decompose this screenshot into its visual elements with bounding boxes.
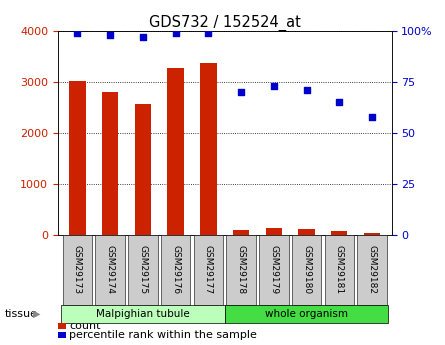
Bar xyxy=(298,229,315,235)
Point xyxy=(238,89,245,95)
Point xyxy=(107,32,114,38)
Point xyxy=(270,83,277,89)
Bar xyxy=(233,229,249,235)
Text: GSM29178: GSM29178 xyxy=(237,245,246,295)
Text: GSM29179: GSM29179 xyxy=(269,245,278,295)
Bar xyxy=(266,228,282,235)
Bar xyxy=(331,231,348,235)
Text: count: count xyxy=(69,322,101,331)
Point xyxy=(172,30,179,36)
Text: whole organism: whole organism xyxy=(265,309,348,319)
Text: GSM29173: GSM29173 xyxy=(73,245,82,295)
Point xyxy=(336,99,343,105)
Bar xyxy=(102,92,118,235)
Title: GDS732 / 152524_at: GDS732 / 152524_at xyxy=(149,15,301,31)
Point xyxy=(139,34,146,40)
Point xyxy=(205,30,212,36)
Text: GSM29182: GSM29182 xyxy=(368,245,376,295)
Text: GSM29181: GSM29181 xyxy=(335,245,344,295)
Text: Malpighian tubule: Malpighian tubule xyxy=(96,309,190,319)
Bar xyxy=(135,104,151,235)
Bar xyxy=(364,233,380,235)
Text: GSM29176: GSM29176 xyxy=(171,245,180,295)
Text: GSM29175: GSM29175 xyxy=(138,245,147,295)
Bar xyxy=(200,63,217,235)
Bar xyxy=(167,68,184,235)
Text: GSM29174: GSM29174 xyxy=(106,245,115,295)
Point xyxy=(303,87,310,93)
Text: GSM29180: GSM29180 xyxy=(302,245,311,295)
Text: percentile rank within the sample: percentile rank within the sample xyxy=(69,330,257,340)
Text: tissue: tissue xyxy=(4,309,37,319)
Point xyxy=(74,30,81,36)
Text: GSM29177: GSM29177 xyxy=(204,245,213,295)
Point xyxy=(368,114,376,119)
Bar xyxy=(69,81,85,235)
Text: ▶: ▶ xyxy=(33,309,41,319)
